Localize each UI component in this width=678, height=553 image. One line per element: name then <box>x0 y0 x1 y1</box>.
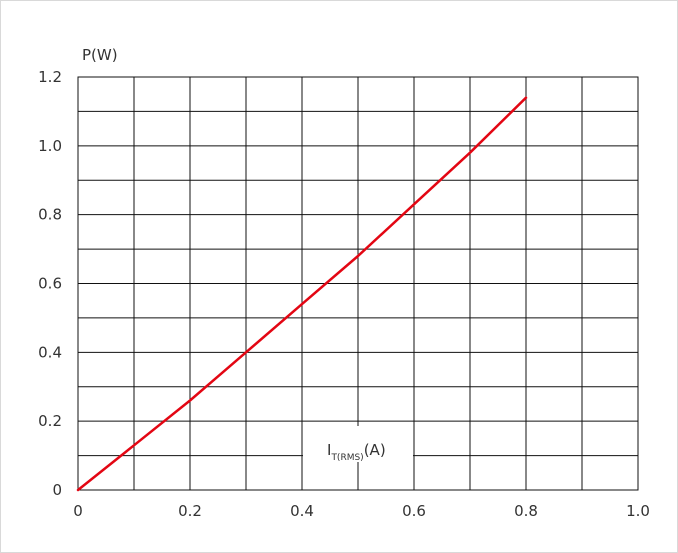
x-tick-label: 0 <box>73 502 83 520</box>
y-tick-label: 0.2 <box>38 412 62 430</box>
y-tick-label: 0.8 <box>38 206 62 224</box>
series-line <box>76 96 528 492</box>
plot-area-border <box>77 76 639 491</box>
x-axis-title: IT(RMS)(A) <box>327 441 386 463</box>
x-tick-label: 0.2 <box>178 502 202 520</box>
y-tick-label: 1.0 <box>38 137 62 155</box>
x-axis-title-unit: (A) <box>364 441 386 459</box>
x-tick-label: 0.8 <box>514 502 538 520</box>
x-tick-label: 0.6 <box>402 502 426 520</box>
x-axis-title-subscript: T(RMS) <box>330 453 363 463</box>
x-axis-title-main: I <box>327 441 331 459</box>
x-axis-title-background <box>303 426 413 462</box>
y-tick-label: 1.2 <box>38 68 62 86</box>
y-tick-label: 0.4 <box>38 343 62 361</box>
y-tick-label: 0 <box>52 481 62 499</box>
x-tick-label: 1.0 <box>626 502 650 520</box>
y-tick-label: 0.6 <box>38 275 62 293</box>
y-axis-title: P(W) <box>82 46 118 64</box>
x-tick-label: 0.4 <box>290 502 314 520</box>
